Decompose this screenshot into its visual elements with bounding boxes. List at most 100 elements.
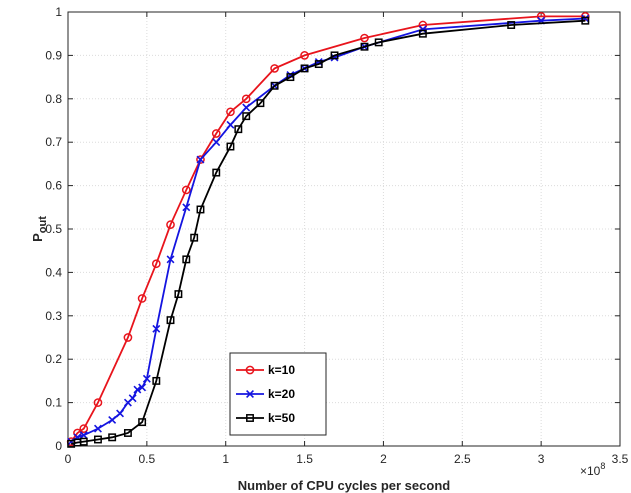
data-point — [79, 424, 89, 433]
data-point — [360, 42, 369, 51]
x-axis-label: Number of CPU cycles per second — [238, 478, 450, 493]
data-point — [142, 374, 151, 383]
data-point — [211, 129, 221, 138]
data-point — [116, 409, 125, 418]
y-tick-label: 0.1 — [45, 396, 62, 410]
data-point — [79, 431, 88, 440]
series-k=20 — [67, 14, 590, 446]
x-tick-label: 0 — [65, 452, 72, 466]
data-point — [507, 21, 516, 29]
data-point — [108, 415, 117, 424]
data-point — [94, 424, 102, 433]
data-point — [182, 203, 191, 212]
data-point — [181, 185, 191, 195]
data-point — [190, 233, 199, 242]
data-point — [270, 81, 279, 90]
y-tick-label: 0.3 — [45, 309, 62, 323]
data-point — [256, 99, 265, 108]
y-tick-label: 0.9 — [45, 48, 62, 62]
y-tick-label: 1 — [55, 5, 62, 19]
data-point — [286, 73, 295, 82]
data-point — [152, 376, 161, 385]
data-point — [300, 64, 309, 73]
legend-label: k=50 — [268, 411, 295, 425]
data-point — [128, 394, 137, 403]
legend-marker — [246, 390, 254, 398]
data-point — [242, 112, 251, 121]
data-point — [151, 259, 161, 269]
legend-items: k=10 k=20 k=50 — [236, 363, 295, 425]
data-point — [182, 255, 191, 264]
data-point — [418, 29, 427, 38]
y-tick-label: 0.7 — [45, 135, 62, 149]
data-point — [174, 290, 183, 299]
data-point — [360, 33, 369, 43]
data-point — [300, 51, 309, 60]
data-point — [234, 125, 243, 134]
data-point — [242, 103, 251, 112]
data-point — [226, 142, 235, 151]
data-point — [374, 38, 383, 47]
legend-marker — [245, 365, 255, 375]
ticks — [67, 11, 621, 447]
data-point — [226, 120, 235, 129]
data-point — [212, 168, 221, 177]
x-tick-label: 2 — [380, 452, 387, 466]
legend-label: k=20 — [268, 387, 295, 401]
data-point — [108, 433, 117, 442]
series-line — [70, 19, 586, 445]
x-axis-exponent: ×108 — [580, 461, 605, 478]
data-point — [138, 383, 147, 392]
data-point — [196, 155, 205, 164]
data-point — [166, 316, 175, 325]
y-tick-label: 0.8 — [45, 92, 62, 106]
x-exponent-base: ×10 — [580, 464, 601, 478]
data-point — [314, 60, 323, 69]
data-point — [94, 435, 102, 444]
series-layer — [66, 11, 590, 448]
y-tick-label: 0.5 — [45, 222, 62, 236]
series-k=50 — [67, 16, 590, 448]
data-point — [196, 155, 205, 164]
data-point — [133, 385, 142, 394]
y-tick-label: 0.2 — [45, 352, 62, 366]
y-tick-label: 0 — [55, 439, 62, 453]
y-tick-label: 0.6 — [45, 179, 62, 193]
data-point — [286, 70, 295, 79]
data-point — [123, 429, 132, 437]
data-point — [93, 398, 103, 407]
data-point — [241, 94, 251, 104]
x-tick-label: 3 — [538, 452, 545, 466]
x-tick-label: 0.5 — [139, 452, 156, 466]
data-point — [196, 205, 205, 214]
x-tick-label: 2.5 — [454, 452, 471, 466]
legend-item: k=10 — [236, 363, 295, 377]
y-tick-label: 0.4 — [45, 265, 62, 279]
legend-label: k=10 — [268, 363, 295, 377]
data-point — [138, 418, 147, 427]
legend-marker — [246, 414, 254, 422]
data-point — [581, 16, 590, 25]
data-point — [166, 220, 175, 230]
y-axis-label-main: P — [30, 233, 45, 242]
x-exponent-power: 8 — [600, 461, 605, 471]
data-point — [212, 138, 221, 147]
data-point — [79, 437, 88, 446]
data-point — [270, 64, 279, 73]
legend-item: k=20 — [236, 387, 295, 401]
x-tick-label: 1 — [222, 452, 229, 466]
y-axis-label: Pout — [30, 216, 49, 242]
legend-item: k=50 — [236, 411, 295, 425]
data-point — [226, 107, 235, 117]
data-point — [137, 294, 147, 303]
data-point — [330, 51, 339, 60]
x-tick-label: 3.5 — [612, 452, 629, 466]
y-axis-label-sub: out — [37, 216, 49, 233]
x-tick-label: 1.5 — [296, 452, 313, 466]
tick-labels: 0 0.5 1 1.5 2 2.5 3 3.5 0 0.1 0.2 0.3 0.4 0.5 0.6 0.7 0.… — [45, 5, 628, 466]
legend: k=10 k=20 k=50 — [229, 352, 327, 436]
grid — [67, 11, 621, 447]
data-point — [580, 11, 590, 21]
data-point — [123, 333, 133, 342]
